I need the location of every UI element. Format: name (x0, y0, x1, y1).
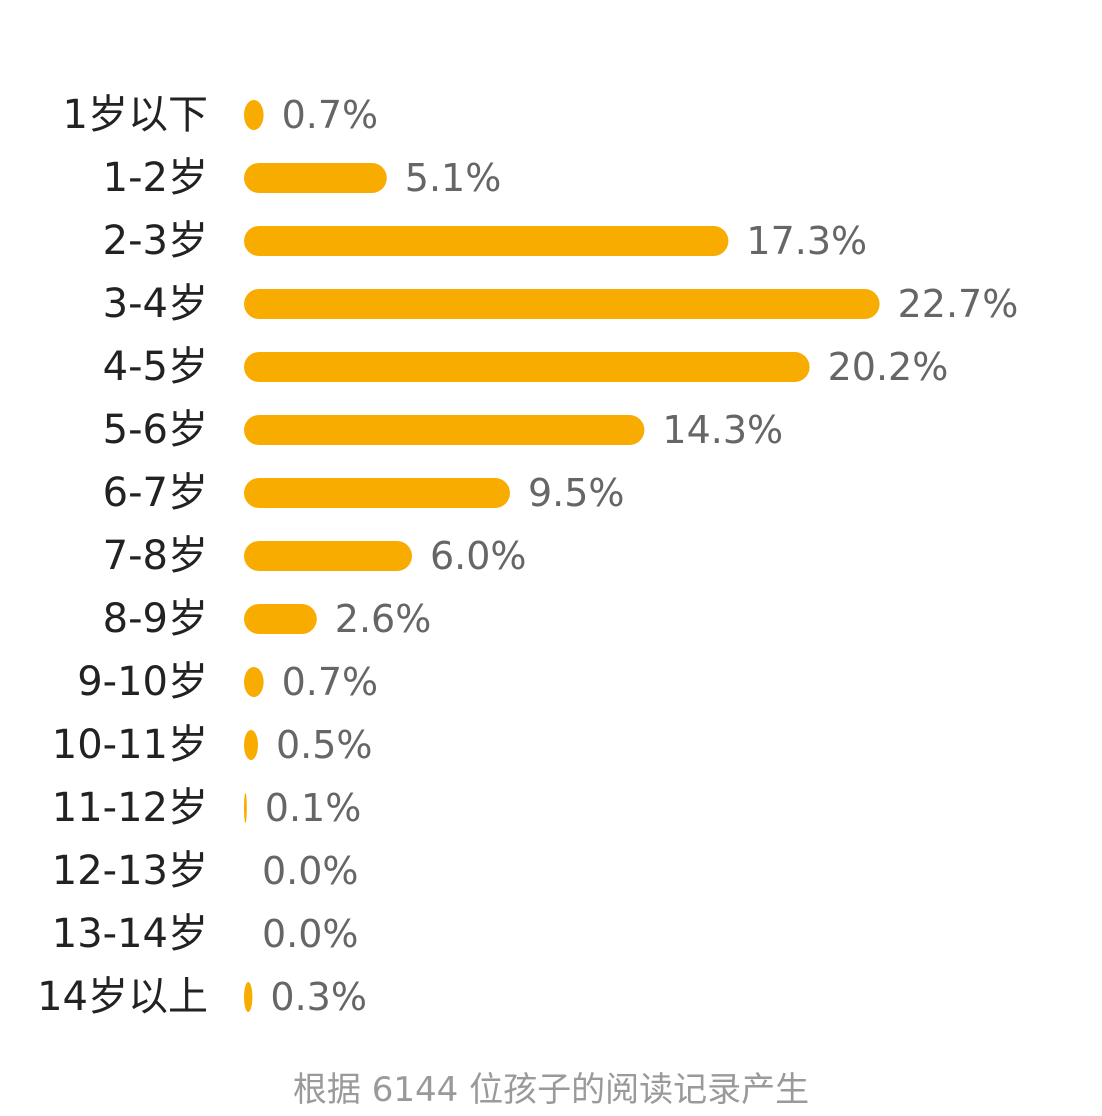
bar (244, 352, 810, 382)
category-label: 10-11岁 (52, 722, 208, 768)
category-label: 1岁以下 (63, 92, 208, 138)
category-label: 5-6岁 (103, 407, 208, 453)
category-label: 13-14岁 (52, 911, 208, 957)
value-label: 0.1% (265, 786, 362, 830)
bar (244, 982, 253, 1012)
value-label: 0.0% (262, 849, 359, 893)
value-label: 0.7% (282, 660, 379, 704)
category-label: 12-13岁 (52, 848, 208, 894)
bar (244, 226, 729, 256)
bar (244, 541, 412, 571)
bar (244, 478, 510, 508)
category-label: 11-12岁 (52, 785, 208, 831)
category-label: 6-7岁 (103, 470, 208, 516)
bar (244, 100, 264, 130)
value-label: 0.5% (276, 723, 373, 767)
bar (244, 793, 247, 823)
age-distribution-chart: 1岁以下 0.7% 1-2岁 5.1% 2-3岁 17.3% 3-4岁 22.7% 4-5岁 20… (37, 92, 1019, 1020)
value-label: 6.0% (430, 534, 527, 578)
category-label: 2-3岁 (103, 218, 208, 264)
value-label: 2.6% (335, 597, 432, 641)
value-label: 5.1% (405, 156, 502, 200)
bar (244, 730, 258, 760)
bar (244, 289, 880, 319)
category-label: 9-10岁 (77, 659, 208, 705)
category-label: 8-9岁 (103, 596, 208, 642)
category-label: 4-5岁 (103, 344, 208, 390)
category-label: 3-4岁 (103, 281, 208, 327)
value-label: 14.3% (662, 408, 783, 452)
value-label: 20.2% (828, 345, 949, 389)
category-label: 14岁以上 (37, 974, 208, 1020)
value-label: 17.3% (746, 219, 867, 263)
bar (244, 667, 264, 697)
value-label: 9.5% (528, 471, 625, 515)
bar (244, 604, 317, 634)
footnote: 根据 6144 位孩子的阅读记录产生 (292, 1070, 810, 1110)
value-label: 0.7% (282, 93, 379, 137)
category-label: 7-8岁 (103, 533, 208, 579)
value-label: 0.0% (262, 912, 359, 956)
value-label: 22.7% (898, 282, 1019, 326)
value-label: 0.3% (270, 975, 367, 1019)
bar (244, 415, 645, 445)
category-label: 1-2岁 (103, 155, 208, 201)
bar (244, 163, 387, 193)
